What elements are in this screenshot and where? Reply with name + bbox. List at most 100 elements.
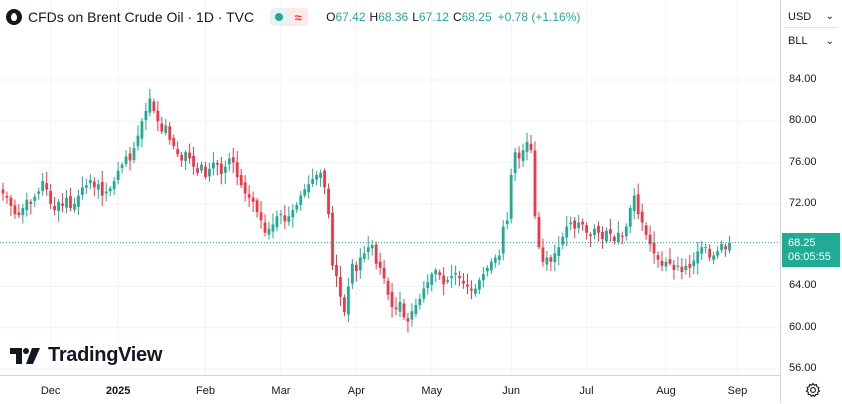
candle[interactable] bbox=[537, 212, 541, 250]
candle[interactable] bbox=[160, 116, 164, 135]
candle[interactable] bbox=[156, 100, 160, 132]
candle[interactable] bbox=[124, 150, 128, 167]
candle[interactable] bbox=[37, 187, 41, 200]
candle[interactable] bbox=[9, 194, 13, 217]
candle[interactable] bbox=[362, 245, 366, 263]
candle[interactable] bbox=[672, 259, 676, 280]
candle[interactable] bbox=[581, 218, 585, 231]
candle[interactable] bbox=[176, 141, 180, 158]
candle[interactable] bbox=[656, 251, 660, 268]
candle[interactable] bbox=[660, 251, 664, 272]
candle[interactable] bbox=[96, 179, 100, 199]
candle[interactable] bbox=[21, 203, 25, 224]
candle[interactable] bbox=[315, 170, 319, 186]
price-axis[interactable] bbox=[780, 0, 842, 403]
candle[interactable] bbox=[227, 152, 231, 171]
candle[interactable] bbox=[712, 251, 716, 265]
candle[interactable] bbox=[77, 189, 80, 216]
candle[interactable] bbox=[132, 141, 136, 164]
candle[interactable] bbox=[489, 258, 493, 274]
candle[interactable] bbox=[346, 277, 350, 323]
candle[interactable] bbox=[597, 221, 600, 242]
candle[interactable] bbox=[223, 160, 227, 184]
candle[interactable] bbox=[561, 232, 565, 250]
candle[interactable] bbox=[616, 221, 620, 245]
candle[interactable] bbox=[601, 226, 604, 249]
candle[interactable] bbox=[29, 199, 33, 215]
candle[interactable] bbox=[208, 162, 211, 182]
candle[interactable] bbox=[612, 234, 616, 245]
candle[interactable] bbox=[366, 236, 370, 260]
candle[interactable] bbox=[652, 231, 656, 264]
candle[interactable] bbox=[323, 168, 326, 195]
candle[interactable] bbox=[350, 259, 354, 289]
candle[interactable] bbox=[628, 205, 632, 234]
candle[interactable] bbox=[65, 189, 68, 214]
candle[interactable] bbox=[120, 162, 124, 174]
candle[interactable] bbox=[386, 277, 390, 301]
candle[interactable] bbox=[247, 185, 251, 207]
candle[interactable] bbox=[204, 161, 207, 180]
candle[interactable] bbox=[668, 248, 672, 266]
candle[interactable] bbox=[148, 88, 152, 117]
candle[interactable] bbox=[295, 202, 299, 214]
candle[interactable] bbox=[688, 254, 692, 278]
candle[interactable] bbox=[501, 220, 505, 261]
candle[interactable] bbox=[517, 146, 521, 169]
candle[interactable] bbox=[231, 147, 235, 174]
candle[interactable] bbox=[648, 225, 652, 252]
candle[interactable] bbox=[243, 175, 247, 202]
candle[interactable] bbox=[45, 171, 49, 196]
candle[interactable] bbox=[644, 222, 648, 240]
candle[interactable] bbox=[664, 257, 668, 272]
candle[interactable] bbox=[275, 210, 279, 232]
candle[interactable] bbox=[605, 227, 608, 244]
candle[interactable] bbox=[100, 170, 104, 207]
candle[interactable] bbox=[624, 223, 628, 241]
candle[interactable] bbox=[200, 161, 203, 174]
candle[interactable] bbox=[108, 186, 112, 197]
candle[interactable] bbox=[287, 206, 291, 226]
candle[interactable] bbox=[716, 246, 719, 259]
candle[interactable] bbox=[374, 241, 378, 270]
candle[interactable] bbox=[513, 147, 517, 181]
candle[interactable] bbox=[81, 176, 84, 200]
candle[interactable] bbox=[609, 219, 612, 242]
candle[interactable] bbox=[152, 98, 156, 114]
candle[interactable] bbox=[724, 243, 727, 257]
candle[interactable] bbox=[418, 293, 422, 310]
candle[interactable] bbox=[446, 276, 450, 285]
candle[interactable] bbox=[303, 184, 307, 198]
candle[interactable] bbox=[521, 143, 525, 167]
candle[interactable] bbox=[394, 297, 398, 316]
currency-select[interactable]: USD ⌄ bbox=[784, 6, 838, 28]
candle[interactable] bbox=[339, 265, 342, 307]
candle[interactable] bbox=[354, 261, 358, 282]
candle[interactable] bbox=[188, 143, 191, 164]
candle[interactable] bbox=[168, 122, 172, 145]
market-open-icon[interactable] bbox=[270, 8, 289, 26]
candle[interactable] bbox=[255, 197, 259, 218]
time-axis[interactable] bbox=[0, 375, 780, 404]
candle[interactable] bbox=[573, 216, 577, 239]
candle[interactable] bbox=[25, 192, 29, 217]
candle[interactable] bbox=[692, 252, 696, 274]
candle[interactable] bbox=[307, 175, 311, 199]
candle[interactable] bbox=[335, 254, 338, 287]
candle[interactable] bbox=[458, 271, 461, 286]
candle[interactable] bbox=[215, 159, 219, 176]
candle[interactable] bbox=[378, 252, 382, 275]
candle[interactable] bbox=[422, 281, 426, 303]
candle[interactable] bbox=[1, 182, 5, 201]
candle[interactable] bbox=[525, 132, 529, 161]
candle[interactable] bbox=[279, 209, 283, 225]
candle[interactable] bbox=[481, 267, 485, 288]
candle[interactable] bbox=[577, 214, 581, 234]
candlestick-chart[interactable] bbox=[0, 0, 780, 375]
candle[interactable] bbox=[382, 259, 386, 284]
candle[interactable] bbox=[414, 298, 418, 318]
candle[interactable] bbox=[450, 264, 454, 289]
candle[interactable] bbox=[116, 161, 120, 185]
candle[interactable] bbox=[33, 193, 37, 208]
candle[interactable] bbox=[696, 241, 700, 275]
